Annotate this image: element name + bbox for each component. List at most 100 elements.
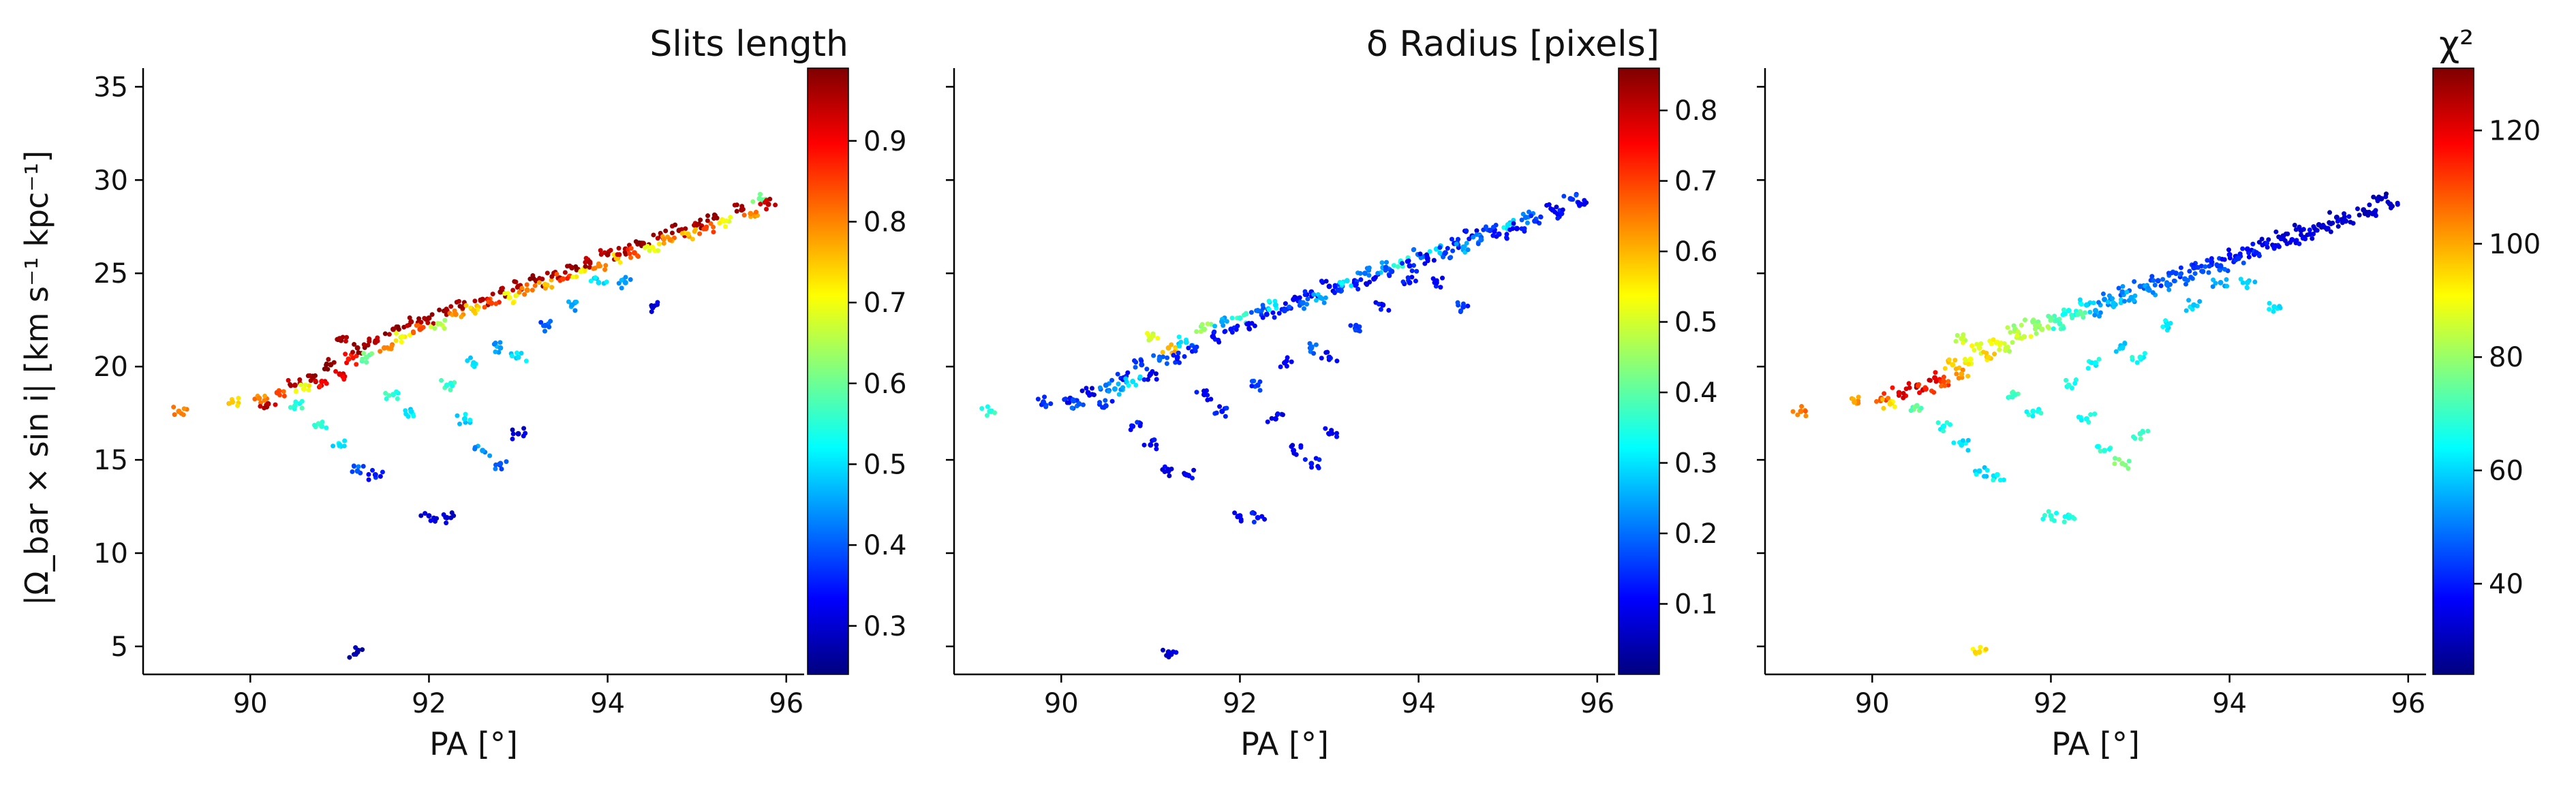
scatter-point xyxy=(354,345,361,351)
scatter-point xyxy=(642,245,647,251)
scatter-point xyxy=(454,300,459,305)
scatter-point xyxy=(444,382,450,388)
scatter-point xyxy=(417,326,423,332)
scatter-point xyxy=(288,383,294,388)
scatter-point xyxy=(1492,229,1497,234)
scatter-point xyxy=(2166,287,2172,292)
scatter-point xyxy=(1283,301,1288,307)
scatter-point xyxy=(2224,283,2230,289)
scatter-point xyxy=(312,422,318,428)
scatter-point xyxy=(1882,391,1887,396)
scatter-point xyxy=(574,274,579,279)
scatter-point xyxy=(734,202,739,208)
scatter-point xyxy=(380,469,385,475)
scatter-point xyxy=(2277,304,2282,309)
scatter-point xyxy=(1308,345,1315,351)
scatter-point xyxy=(407,315,412,320)
scatter-point xyxy=(1323,279,1329,284)
scatter-point xyxy=(342,438,348,443)
scatter-point xyxy=(171,405,177,410)
scatter-point xyxy=(2054,317,2059,323)
scatter-point xyxy=(2240,280,2245,285)
scatter-point xyxy=(1959,442,1965,448)
scatter-point xyxy=(418,319,424,325)
scatter-point xyxy=(378,473,383,479)
scatter-point xyxy=(1186,345,1191,351)
scatter-point xyxy=(1490,224,1496,230)
scatter-point xyxy=(1997,347,2002,352)
scatter-point xyxy=(1323,350,1329,356)
scatter-point xyxy=(764,206,769,212)
scatter-point xyxy=(512,279,517,284)
scatter-point xyxy=(2211,277,2216,283)
scatter-point xyxy=(386,393,392,398)
scatter-point xyxy=(350,349,356,355)
scatter-point xyxy=(437,307,442,313)
scatter-point xyxy=(1976,345,1982,351)
scatter-point xyxy=(172,412,177,418)
scatter-point xyxy=(1941,428,1946,434)
scatter-point xyxy=(1160,647,1165,653)
scatter-point xyxy=(1379,260,1385,266)
scatter-point xyxy=(1555,215,1561,221)
scatter-point xyxy=(992,410,997,416)
scatter-point xyxy=(549,285,555,290)
scatter-point xyxy=(1454,241,1459,247)
scatter-point xyxy=(728,215,733,220)
scatter-point xyxy=(354,649,361,655)
scatter-point xyxy=(369,351,374,356)
scatter-point xyxy=(1182,354,1187,359)
scatter-point xyxy=(1255,308,1261,313)
scatter-point xyxy=(298,382,303,388)
scatter-point xyxy=(1991,337,1996,343)
scatter-point xyxy=(616,245,622,251)
scatter-point xyxy=(2387,201,2393,207)
scatter-point xyxy=(1334,358,1340,364)
scatter-point xyxy=(337,371,343,377)
scatter-point xyxy=(1133,360,1139,365)
scatter-point xyxy=(2113,349,2119,354)
scatter-point xyxy=(2030,408,2036,414)
scatter-point xyxy=(1400,279,1406,285)
colorbar-tick-label: 40 xyxy=(2489,569,2524,600)
scatter-point xyxy=(1384,260,1390,265)
scatter-point xyxy=(2008,330,2013,335)
scatter-point xyxy=(2226,251,2233,257)
scatter-point xyxy=(2198,264,2204,269)
scatter-point xyxy=(1194,329,1199,334)
scatter-point xyxy=(2019,322,2024,328)
scatter-point xyxy=(324,381,329,386)
scatter-point xyxy=(2064,377,2069,383)
scatter-point xyxy=(1275,411,1281,416)
scatter-point xyxy=(2079,418,2084,423)
scatter-point xyxy=(598,248,603,253)
scatter-point xyxy=(1103,382,1109,388)
scatter-point xyxy=(549,277,554,283)
scatter-point xyxy=(286,377,291,383)
scatter-point xyxy=(453,311,459,317)
scatter-point xyxy=(1852,399,1858,405)
scatter-point xyxy=(2010,340,2015,345)
scatter-point xyxy=(2032,326,2038,332)
scatter-point xyxy=(1313,298,1319,303)
scatter-point xyxy=(2126,466,2131,471)
scatter-point xyxy=(1315,463,1321,469)
x-tick-label: 94 xyxy=(590,688,625,719)
scatter-point xyxy=(500,285,505,291)
scatter-point xyxy=(2142,351,2147,356)
scatter-point xyxy=(2355,206,2360,212)
scatter-point xyxy=(411,330,416,336)
scatter-point xyxy=(1165,355,1170,360)
scatter-point xyxy=(299,405,305,411)
scatter-point xyxy=(1339,281,1345,286)
scatter-point xyxy=(467,355,473,360)
colorbar-title: Slits length xyxy=(649,24,848,65)
scatter-point xyxy=(1972,347,1977,353)
scatter-point xyxy=(1901,395,1906,401)
y-tick-label: 5 xyxy=(111,631,128,663)
scatter-point xyxy=(1085,390,1091,396)
scatter-point xyxy=(1260,302,1266,308)
scatter-point xyxy=(1249,379,1255,384)
scatter-point xyxy=(1932,375,1938,381)
scatter-point xyxy=(1269,416,1274,421)
